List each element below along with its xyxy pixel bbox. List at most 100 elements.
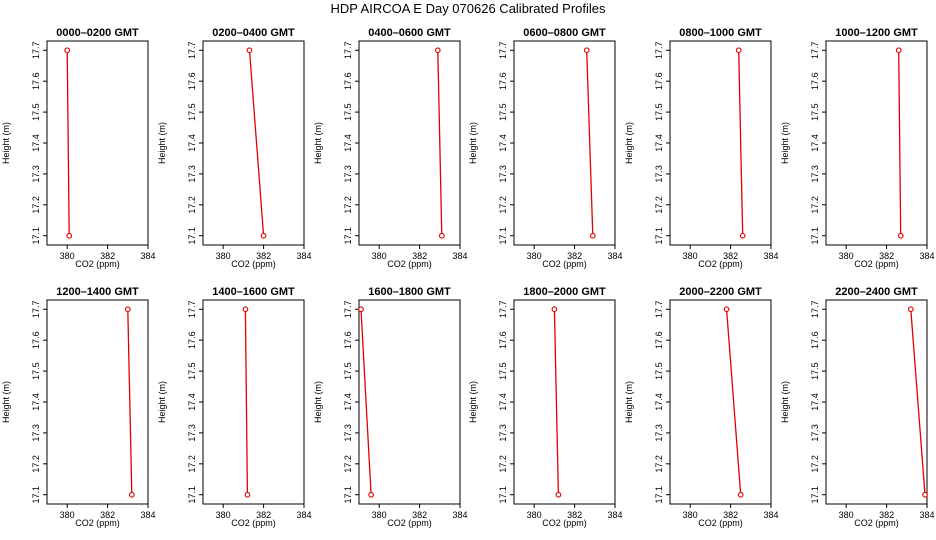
panel-title: 1000–1200 GMT <box>835 27 918 39</box>
profile-line <box>360 309 372 495</box>
x-tick-label: 382 <box>567 251 582 261</box>
data-point <box>260 232 267 239</box>
y-tick-label: 17.3 <box>31 424 41 442</box>
y-tick-label: 17.7 <box>187 301 197 319</box>
profile-line <box>127 309 133 495</box>
y-tick-label: 17.7 <box>654 42 664 60</box>
y-axis-label: Height (m) <box>468 381 478 423</box>
data-point <box>907 306 914 313</box>
profile-line <box>898 50 902 236</box>
plot-frame <box>46 299 149 505</box>
y-tick-label: 17.7 <box>810 42 820 60</box>
panel-title: 1200–1400 GMT <box>56 286 139 298</box>
y-tick-label: 17.1 <box>810 227 820 245</box>
profile-panel-2: 0200–0400 GMT 380 382 384 17.1 17.2 17.3 17.4 17… <box>157 27 312 269</box>
profile-line <box>725 309 742 495</box>
y-tick-label: 17.5 <box>654 103 664 121</box>
x-tick-label: 384 <box>763 510 778 520</box>
profile-line <box>66 50 70 236</box>
y-axis-label: Height (m) <box>780 122 790 164</box>
profile-panel-10: 1800–2000 GMT 380 382 384 17.1 17.2 17.3 17.4 17… <box>468 286 623 528</box>
profile-panel-7: 1200–1400 GMT 380 382 384 17.1 17.2 17.3 17.4 17… <box>1 286 156 528</box>
x-tick-label: 380 <box>216 510 231 520</box>
y-tick-label: 17.2 <box>343 196 353 214</box>
y-tick-label: 17.1 <box>343 227 353 245</box>
y-tick-label: 17.1 <box>810 486 820 504</box>
x-tick-label: 384 <box>452 251 467 261</box>
x-axis-label: CO2 (ppm) <box>854 259 899 269</box>
panel-title: 0000–0200 GMT <box>56 27 139 39</box>
y-tick-label: 17.4 <box>187 134 197 152</box>
x-tick-label: 382 <box>567 510 582 520</box>
data-point <box>368 491 374 498</box>
y-tick-label: 17.5 <box>31 362 41 380</box>
plot-frame <box>825 40 928 246</box>
profile-panel-4: 0600–0800 GMT 380 382 384 17.1 17.2 17.3 17.4 17… <box>468 27 623 269</box>
data-point <box>358 306 364 313</box>
x-tick-label: 382 <box>723 510 738 520</box>
y-tick-label: 17.3 <box>654 424 664 442</box>
y-tick-label: 17.5 <box>187 103 197 121</box>
y-tick-label: 17.7 <box>343 301 353 319</box>
y-tick-label: 17.1 <box>31 486 41 504</box>
y-tick-label: 17.7 <box>498 42 508 60</box>
y-axis-label: Height (m) <box>624 122 634 164</box>
profile-line <box>248 50 265 236</box>
profile-panel-6: 1000–1200 GMT 380 382 384 17.1 17.2 17.3 17.4 17… <box>780 27 935 269</box>
y-tick-label: 17.6 <box>810 72 820 90</box>
data-point <box>895 47 902 54</box>
x-tick-label: 382 <box>412 510 427 520</box>
y-tick-label: 17.5 <box>187 362 197 380</box>
x-tick-label: 380 <box>372 510 387 520</box>
panel-title: 2200–2400 GMT <box>835 286 918 298</box>
y-tick-label: 17.6 <box>498 72 508 90</box>
x-tick-label: 380 <box>216 251 231 261</box>
y-tick-label: 17.3 <box>810 424 820 442</box>
y-axis-label: Height (m) <box>313 122 323 164</box>
data-point <box>555 491 562 498</box>
y-axis-label: Height (m) <box>1 122 11 164</box>
data-point <box>737 491 744 498</box>
y-tick-label: 17.4 <box>31 134 41 152</box>
y-tick-label: 17.6 <box>31 72 41 90</box>
x-axis-label: CO2 (ppm) <box>542 259 587 269</box>
y-tick-label: 17.6 <box>498 331 508 349</box>
plot-frame <box>358 299 461 505</box>
y-tick-label: 17.1 <box>654 486 664 504</box>
y-tick-label: 17.3 <box>810 165 820 183</box>
y-tick-label: 17.3 <box>498 424 508 442</box>
y-tick-label: 17.7 <box>31 301 41 319</box>
y-tick-label: 17.1 <box>498 227 508 245</box>
x-tick-label: 380 <box>527 251 542 261</box>
y-tick-label: 17.2 <box>187 455 197 473</box>
data-point <box>922 491 928 498</box>
y-tick-label: 17.1 <box>654 227 664 245</box>
x-axis-label: CO2 (ppm) <box>75 518 120 528</box>
profile-panel-9: 1600–1800 GMT 380 382 384 17.1 17.2 17.3 17.4 17… <box>313 286 468 528</box>
y-tick-label: 17.1 <box>343 486 353 504</box>
x-tick-label: 384 <box>140 251 155 261</box>
y-tick-label: 17.2 <box>343 455 353 473</box>
x-tick-label: 382 <box>879 510 894 520</box>
panel-title: 1600–1800 GMT <box>368 286 451 298</box>
x-tick-label: 382 <box>100 251 115 261</box>
x-axis-label: CO2 (ppm) <box>231 518 276 528</box>
y-tick-label: 17.4 <box>810 393 820 411</box>
x-tick-label: 380 <box>60 510 75 520</box>
data-point <box>244 491 251 498</box>
y-tick-label: 17.3 <box>31 165 41 183</box>
profile-panel-1: 0000–0200 GMT 380 382 384 17.1 17.2 17.3 17.4 17… <box>1 27 156 269</box>
y-tick-label: 17.5 <box>810 362 820 380</box>
y-tick-label: 17.3 <box>343 424 353 442</box>
y-tick-label: 17.4 <box>498 393 508 411</box>
data-point <box>434 47 441 54</box>
data-point <box>583 47 590 54</box>
data-point <box>551 306 558 313</box>
profile-line <box>553 309 560 495</box>
y-tick-label: 17.4 <box>343 393 353 411</box>
y-tick-label: 17.2 <box>654 455 664 473</box>
x-tick-label: 382 <box>879 251 894 261</box>
y-tick-label: 17.3 <box>187 424 197 442</box>
x-tick-label: 384 <box>296 251 311 261</box>
